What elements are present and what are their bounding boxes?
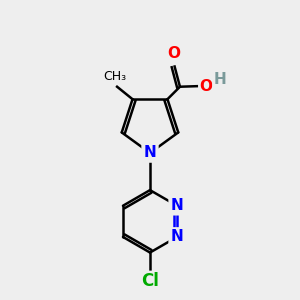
Text: O: O (167, 46, 181, 61)
Text: N: N (144, 146, 156, 160)
Text: N: N (171, 230, 183, 244)
Text: H: H (214, 72, 226, 87)
Text: Cl: Cl (141, 272, 159, 290)
Text: N: N (171, 198, 183, 213)
Text: CH₃: CH₃ (103, 70, 126, 83)
Text: O: O (200, 79, 213, 94)
